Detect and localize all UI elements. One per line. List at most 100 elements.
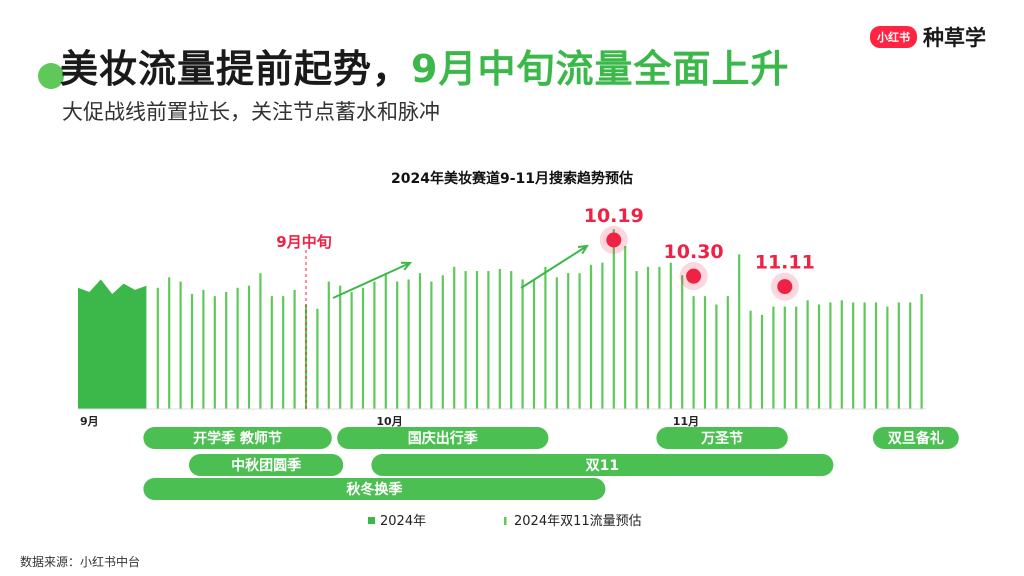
forecast-bar [646, 266, 650, 409]
forecast-bar [464, 271, 467, 409]
forecast-bar [532, 279, 536, 409]
period-label: 国庆出行季 [408, 430, 478, 447]
brand-logo: 小红书 种草学 [870, 22, 986, 52]
forecast-bar [783, 306, 786, 409]
forecast-bar [601, 262, 604, 409]
title-part-2: 9月中旬流量全面上升 [411, 47, 790, 91]
forecast-bar [852, 302, 855, 409]
forecast-bar [202, 289, 205, 409]
forecast-bar [487, 271, 490, 409]
forecast-bar [510, 271, 513, 409]
forecast-bar [282, 296, 285, 409]
forecast-bar [304, 304, 308, 409]
period-label: 开学季 教师节 [193, 430, 282, 447]
period-label: 双11 [586, 458, 619, 474]
decorative-circle [38, 63, 64, 89]
forecast-bar [874, 302, 878, 409]
forecast-bar [715, 304, 718, 409]
trend-arrow [520, 245, 588, 289]
forecast-bar [316, 308, 319, 409]
brand-badge: 小红书 [870, 26, 917, 48]
period-label: 秋冬换季 [346, 481, 402, 498]
forecast-bar [350, 291, 353, 409]
page-subtitle: 大促战线前置拉长，关注节点蓄水和脉冲 [62, 100, 440, 124]
forecast-bar [327, 281, 330, 409]
peak-dot [686, 268, 702, 284]
forecast-bar [806, 300, 809, 409]
forecast-bar [681, 275, 684, 409]
trend-arrow-head [400, 261, 413, 271]
forecast-bar [726, 296, 729, 409]
period-label: 中秋团圆季 [231, 457, 301, 474]
x-tick-label: 10月 [376, 415, 402, 428]
forecast-bar [396, 281, 399, 409]
x-tick-label: 11月 [673, 415, 699, 428]
forecast-bar [886, 306, 889, 409]
forecast-bar [703, 296, 707, 409]
peak-label: 10.30 [664, 241, 724, 263]
forecast-bar [863, 302, 866, 409]
forecast-bar [293, 289, 296, 409]
period-band [873, 427, 959, 449]
forecast-bar [738, 254, 741, 409]
forecast-bar [259, 273, 262, 409]
brand-text: 种草学 [923, 26, 986, 50]
peak-dot [777, 279, 793, 295]
forecast-bar [829, 302, 832, 409]
forecast-bar [669, 262, 672, 409]
forecast-bar [225, 291, 228, 409]
legend-label: 2024年双11流量预估 [514, 514, 642, 529]
period-band [143, 478, 606, 500]
forecast-bar [418, 273, 422, 409]
forecast-bar [213, 296, 216, 409]
forecast-bar [156, 287, 159, 409]
forecast-bar [909, 302, 912, 409]
forecast-bar [179, 281, 182, 409]
period-band [143, 427, 332, 449]
forecast-bar [270, 296, 273, 409]
period-band [371, 454, 834, 476]
period-band [189, 454, 344, 476]
forecast-bar [772, 306, 775, 409]
trend-arrow [332, 262, 411, 299]
forecast-bar [544, 266, 547, 409]
page-title: 美妆流量提前起势，9月中旬流量全面上升 [60, 38, 789, 93]
title-part-1: 美妆流量提前起势， [60, 47, 412, 91]
forecast-bar [407, 279, 410, 409]
legend-swatch [368, 517, 375, 524]
legend-label: 2024年 [380, 514, 426, 529]
forecast-bar [247, 285, 251, 409]
forecast-bar [920, 294, 923, 409]
forecast-bar [749, 310, 752, 409]
forecast-bar [441, 275, 444, 409]
forecast-bar [373, 281, 376, 409]
annotation-label: 9月中旬 [276, 233, 331, 251]
forecast-bar [190, 294, 194, 409]
forecast-bar [897, 302, 900, 409]
forecast-bar [624, 245, 627, 409]
forecast-bar [361, 287, 365, 409]
data-source: 数据来源：小红书中台 [20, 555, 141, 569]
forecast-bar [760, 314, 764, 409]
trend-arrow-head [577, 244, 589, 255]
forecast-bar [567, 273, 570, 409]
forecast-bar [236, 287, 239, 409]
forecast-bar [453, 266, 456, 409]
forecast-bar [692, 296, 695, 409]
forecast-bar [658, 266, 661, 409]
forecast-bar [578, 273, 581, 409]
period-label: 万圣节 [700, 430, 743, 447]
peak-label: 10.19 [584, 205, 644, 227]
forecast-bar [840, 300, 843, 409]
forecast-bar [612, 229, 615, 409]
forecast-bar [339, 285, 342, 409]
forecast-bar [521, 279, 524, 409]
peak-dot [606, 232, 622, 248]
forecast-bar [795, 306, 798, 409]
forecast-bar [555, 277, 558, 409]
period-label: 双旦备礼 [888, 430, 944, 447]
forecast-bar [635, 271, 638, 409]
forecast-bar [475, 271, 479, 409]
chart-title: 2024年美妆赛道9-11月搜索趋势预估 [391, 170, 633, 187]
